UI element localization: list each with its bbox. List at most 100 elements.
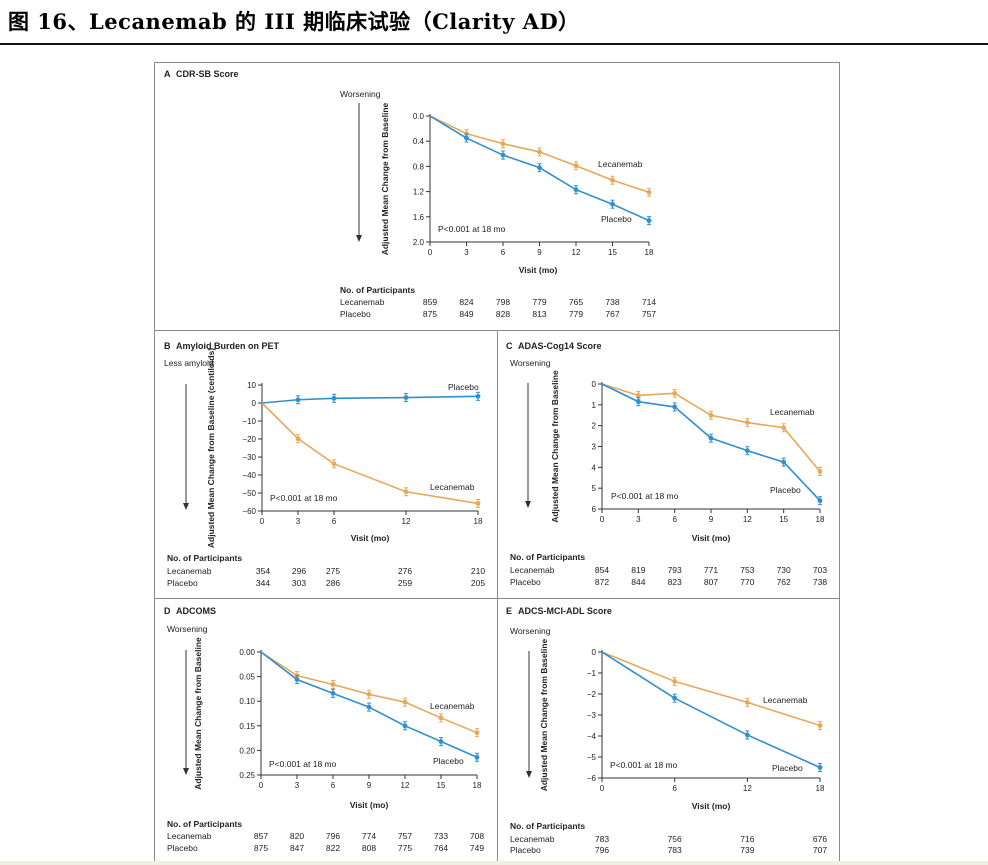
data-point-lecanemab — [781, 425, 787, 431]
participants-header: No. of Participants — [510, 552, 585, 562]
direction-arrow-head — [525, 501, 531, 508]
data-point-lecanemab — [672, 390, 678, 396]
direction-arrow-head — [183, 503, 189, 510]
chart-panel-d: D ADCOMS Worsening Adjusted Mean Change fro… — [164, 606, 484, 853]
participants-count: 857 — [254, 831, 268, 841]
x-tick-label: 18 — [473, 781, 482, 790]
x-tick-label: 9 — [709, 515, 714, 524]
panel-label: C — [506, 341, 513, 351]
participants-count: 753 — [740, 565, 754, 575]
x-tick-label: 12 — [401, 781, 410, 790]
x-tick-label: 9 — [537, 248, 542, 257]
participants-count: 296 — [292, 566, 306, 576]
y-tick-label: 0.05 — [239, 673, 255, 682]
data-point-lecanemab — [708, 412, 714, 418]
participants-header: No. of Participants — [340, 285, 415, 295]
participants-count: 854 — [595, 565, 609, 575]
data-point-placebo — [294, 677, 300, 682]
participants-count: 259 — [398, 578, 412, 588]
participants-count: 824 — [459, 297, 473, 307]
direction-label: Worsening — [510, 626, 551, 636]
y-axis-title: Adjusted Mean Change from Baseline — [550, 370, 560, 523]
participants-count: 828 — [496, 309, 510, 319]
participants-count: 739 — [740, 845, 754, 855]
participants-count: 849 — [459, 309, 473, 319]
y-tick-label: −50 — [242, 489, 256, 498]
y-tick-label: −30 — [242, 453, 256, 462]
participants-count: 872 — [595, 577, 609, 587]
data-point-placebo — [474, 754, 480, 760]
participants-count: 793 — [668, 565, 682, 575]
x-tick-label: 0 — [428, 248, 433, 257]
participants-header: No. of Participants — [167, 819, 242, 829]
participants-count: 775 — [398, 843, 412, 853]
data-point-placebo — [744, 732, 750, 738]
series-label-placebo: Placebo — [772, 763, 803, 773]
data-point-lecanemab — [330, 682, 336, 687]
participants-count: 774 — [362, 831, 376, 841]
x-tick-label: 18 — [474, 517, 483, 526]
y-tick-label: 3 — [592, 443, 597, 452]
direction-arrow-head — [183, 768, 189, 775]
x-tick-label: 3 — [296, 517, 301, 526]
series-label-placebo: Placebo — [433, 756, 464, 766]
data-point-lecanemab — [331, 461, 337, 467]
participants-count: 730 — [777, 565, 791, 575]
series-label-lecanemab: Lecanemab — [430, 482, 475, 492]
data-point-lecanemab — [475, 501, 481, 506]
panel-label: A — [164, 69, 171, 79]
data-point-lecanemab — [817, 723, 823, 728]
data-point-lecanemab — [438, 715, 444, 721]
participants-count: 767 — [605, 309, 619, 319]
x-tick-label: 12 — [402, 517, 411, 526]
y-tick-label: −4 — [587, 732, 597, 741]
participants-count: 847 — [290, 843, 304, 853]
data-point-placebo — [610, 201, 615, 207]
direction-label: Worsening — [510, 358, 551, 368]
y-tick-label: −40 — [242, 471, 256, 480]
participants-row-label: Lecanemab — [167, 831, 212, 841]
x-tick-label: 6 — [331, 781, 336, 790]
x-tick-label: 18 — [816, 515, 825, 524]
participants-row-label: Lecanemab — [167, 566, 212, 576]
series-line-placebo — [601, 651, 821, 769]
y-tick-label: −10 — [242, 417, 256, 426]
y-tick-label: 4 — [592, 463, 597, 472]
panel-label: B — [164, 341, 171, 351]
data-point-placebo — [744, 448, 750, 454]
participants-count: 676 — [813, 834, 827, 844]
participants-count: 783 — [595, 834, 609, 844]
x-tick-label: 0 — [259, 781, 264, 790]
y-tick-label: 5 — [592, 484, 597, 493]
y-tick-label: −6 — [587, 774, 597, 783]
y-tick-label: 0.20 — [239, 746, 255, 755]
participants-row-label: Placebo — [510, 845, 541, 855]
participants-count: 844 — [631, 577, 645, 587]
y-axis-title: Adjusted Mean Change from Baseline — [380, 102, 390, 255]
participants-count: 783 — [668, 845, 682, 855]
y-tick-label: 0.4 — [413, 137, 425, 146]
series-label-lecanemab: Lecanemab — [430, 701, 475, 711]
data-point-placebo — [817, 498, 823, 504]
participants-count: 757 — [398, 831, 412, 841]
participants-count: 819 — [631, 565, 645, 575]
data-point-placebo — [537, 165, 542, 171]
participants-count: 757 — [642, 309, 656, 319]
p-value-annotation: P<0.001 at 18 mo — [610, 760, 678, 770]
participants-header: No. of Participants — [167, 553, 242, 563]
page-header: 图 16、Lecanemab 的 III 期临床试验（Clarity AD） — [0, 0, 988, 45]
participants-count: 703 — [813, 565, 827, 575]
participants-count: 275 — [326, 566, 340, 576]
direction-label: Worsening — [167, 624, 208, 634]
x-tick-label: 15 — [608, 248, 617, 257]
series-label-placebo: Placebo — [448, 382, 479, 392]
series-line-placebo — [261, 395, 479, 404]
data-point-placebo — [331, 395, 337, 401]
y-tick-label: 1.2 — [413, 188, 425, 197]
bottom-strip — [0, 861, 988, 865]
x-axis-title: Visit (mo) — [519, 265, 558, 275]
x-tick-label: 6 — [332, 517, 337, 526]
participants-count: 762 — [777, 577, 791, 587]
participants-count: 798 — [496, 297, 510, 307]
y-tick-label: 2.0 — [413, 238, 425, 247]
